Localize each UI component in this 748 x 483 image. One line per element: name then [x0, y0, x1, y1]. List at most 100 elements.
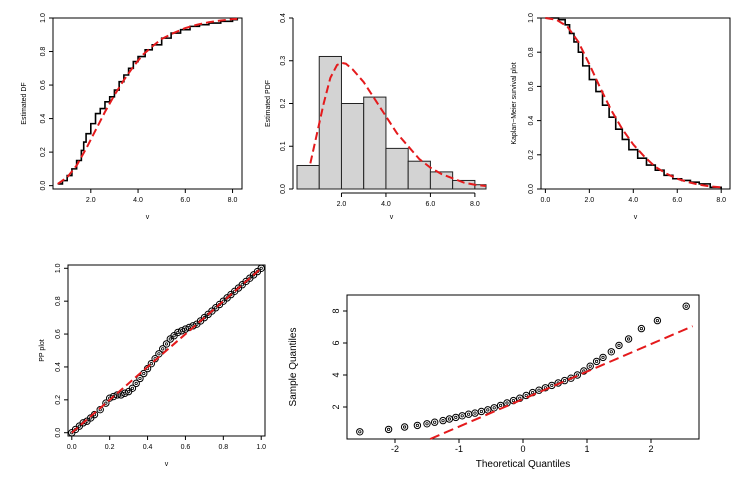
pdf-y-axis-label: Estimated PDF: [265, 80, 272, 127]
pp-point-core: [115, 393, 119, 397]
qq-point-core: [358, 430, 362, 434]
pp-point: [257, 264, 265, 272]
qq-point-core: [492, 406, 496, 410]
qq-point-core: [511, 398, 516, 403]
survival-y-tick-label: 0.2: [528, 150, 535, 160]
qq-point-core: [588, 364, 592, 368]
qq-point: [607, 348, 616, 356]
pp-point: [96, 405, 104, 414]
pp-point: [162, 340, 171, 348]
cdf-x-tick-label: 2.0: [86, 197, 96, 204]
qq-point: [567, 374, 575, 382]
qq-point-core: [537, 388, 541, 392]
pp-x-tick-label: 0.6: [181, 444, 191, 451]
qq-point-core: [402, 425, 407, 429]
cdf-y-tick-label: 0.8: [40, 47, 47, 57]
pdf-y-tick-label: 0.3: [280, 56, 287, 66]
qq-point-core: [684, 304, 688, 308]
qq-point-core: [609, 350, 613, 354]
pp-point-core: [77, 424, 81, 428]
qq-point-core: [550, 383, 554, 387]
qq-point: [384, 425, 393, 434]
pp-y-tick-label: 0.4: [55, 362, 62, 372]
cdf-plot-frame: [52, 17, 243, 190]
pdf-x-tick-label: 2.0: [337, 201, 347, 208]
cdf-x-tick-label: 4.0: [133, 197, 143, 204]
pdf-bar: [385, 147, 409, 190]
survival-x-tick-label: 0.0: [541, 197, 551, 204]
pp-x-tick-label: 0.0: [67, 444, 77, 451]
pp-x-tick-label: 0.4: [143, 444, 153, 451]
chart-cdf: 2.0 4.0 6.0 8.0 0.0 0.2 0.4 0.6 0.8 1.0 v Estimated…: [21, 13, 243, 221]
pp-point: [181, 325, 190, 333]
survival-y-tick-label: 1.0: [528, 13, 535, 23]
chart-qq: -2 -1 0 1 2 2 4 6 8 Theoretical Quantiles Sample Q…: [288, 294, 700, 470]
pp-point: [117, 391, 125, 399]
pdf-y-tick-label: 0.2: [280, 99, 287, 109]
qq-point: [484, 406, 492, 414]
pp-point-core: [157, 352, 161, 356]
qq-point-core: [415, 423, 419, 427]
pp-point-core: [240, 283, 244, 287]
qq-point: [400, 423, 409, 431]
pp-point: [113, 391, 121, 399]
pp-point-core: [168, 337, 172, 341]
pdf-bar: [296, 164, 320, 190]
pdf-fitted-line: [309, 61, 487, 188]
qq-y-tick-label: 2: [331, 404, 341, 409]
qq-point-core: [655, 318, 660, 323]
cdf-x-tick-label: 8.0: [228, 197, 238, 204]
qq-point: [653, 316, 662, 325]
pp-point-core: [134, 381, 138, 385]
pdf-y-tick-label: 0.4: [280, 13, 287, 23]
survival-y-tick-label: 0.6: [528, 81, 535, 91]
survival-x-tick-label: 8.0: [716, 197, 726, 204]
qq-point-core: [466, 412, 471, 416]
qq-point-core: [386, 427, 391, 431]
qq-point-core: [460, 414, 464, 418]
pp-point-core: [164, 342, 169, 346]
survival-x-tick-label: 4.0: [628, 197, 638, 204]
pp-point: [132, 379, 140, 388]
pdf-y-tick-label: 0.0: [280, 184, 287, 194]
pp-x-axis-label: v: [165, 461, 169, 468]
survival-fitted-line: [545, 17, 722, 189]
survival-y-axis-label: Kaplan−Meier survival plot: [511, 62, 518, 144]
pdf-x-axis-label: v: [390, 214, 394, 221]
cdf-y-tick-label: 0.0: [40, 181, 47, 191]
cdf-y-tick-label: 1.0: [40, 13, 47, 23]
qq-y-tick-label: 8: [331, 308, 341, 313]
qq-point-core: [425, 422, 429, 426]
cdf-y-tick-label: 0.2: [40, 147, 47, 157]
qq-x-tick-label: -1: [455, 444, 463, 454]
qq-x-tick-label: 0: [520, 444, 525, 454]
pp-fitted-line: [71, 267, 262, 434]
pp-point: [121, 389, 129, 397]
qq-point: [430, 418, 439, 426]
qq-plot-frame: [346, 294, 700, 440]
survival-plot-frame: [540, 17, 731, 190]
pp-point-core: [127, 390, 131, 394]
pdf-y-tick-label: 0.1: [280, 141, 287, 151]
qq-point-core: [617, 343, 621, 347]
qq-point: [573, 371, 582, 379]
qq-point-core: [575, 373, 580, 377]
qq-point: [413, 421, 422, 430]
pp-y-tick-label: 0.6: [55, 329, 62, 339]
qq-point-core: [562, 378, 567, 383]
cdf-y-tick-label: 0.4: [40, 114, 47, 124]
pp-x-tick-label: 0.8: [218, 444, 228, 451]
qq-point-core: [454, 415, 458, 419]
qq-point: [599, 353, 607, 362]
qq-point: [490, 404, 498, 412]
pdf-bar: [363, 96, 387, 190]
pp-point: [174, 328, 182, 337]
pp-point: [136, 374, 144, 383]
qq-x-tick-label: 1: [584, 444, 589, 454]
qq-point: [615, 341, 623, 350]
cdf-x-axis-label: v: [146, 214, 150, 221]
pdf-x-tick-label: 8.0: [470, 201, 480, 208]
pp-point-core: [195, 322, 199, 326]
qq-point: [464, 410, 473, 418]
